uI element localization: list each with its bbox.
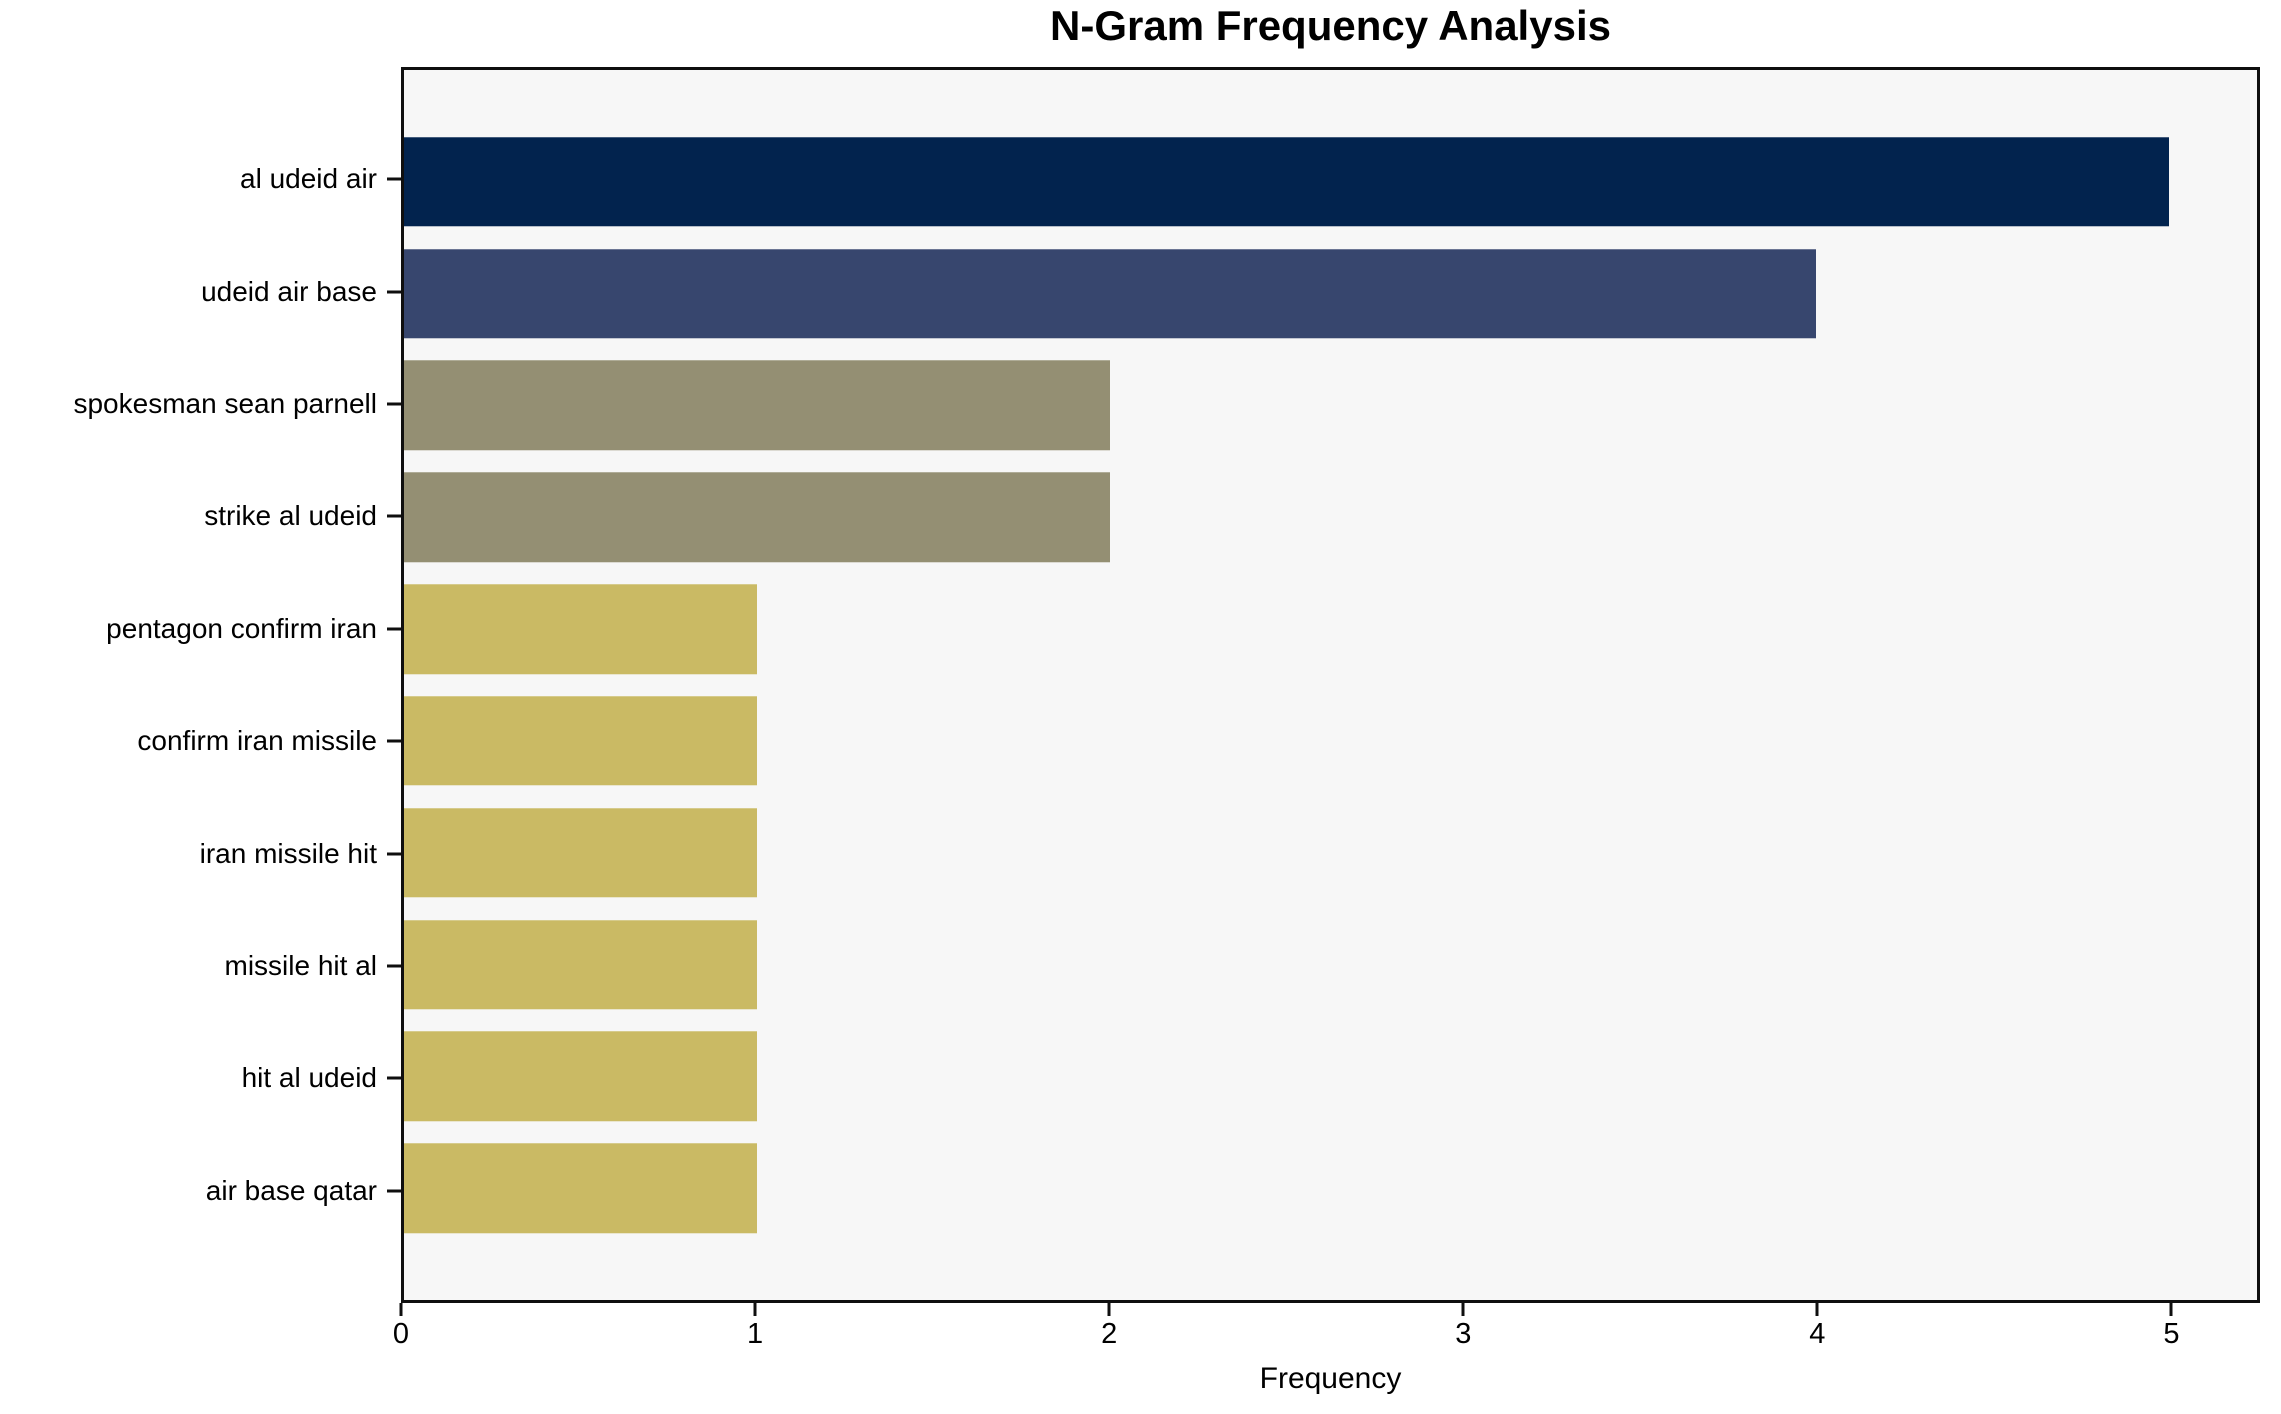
y-tick-label: hit al udeid — [241, 1062, 377, 1094]
y-tick-mark — [387, 627, 401, 631]
bar-strike-al-udeid — [404, 472, 1110, 562]
y-tick-mark — [387, 1189, 401, 1193]
chart-title: N-Gram Frequency Analysis — [1050, 2, 1611, 49]
x-tick-label: 2 — [1101, 1318, 1118, 1350]
bar-air-base-qatar — [404, 1143, 757, 1233]
x-tick-mark — [1461, 1303, 1465, 1316]
x-tick-label: 0 — [392, 1318, 410, 1350]
y-tick-label: pentagon confirm iran — [106, 612, 377, 644]
bar-udeid-air-base — [404, 248, 1816, 339]
x-tick-mark — [2169, 1303, 2173, 1316]
bar-pentagon-confirm-iran — [404, 584, 757, 674]
x-axis-ticks — [399, 1303, 2260, 1316]
x-tick-mark — [753, 1303, 757, 1316]
y-tick-label: iran missile hit — [199, 837, 377, 869]
bar-missile-hit-al — [404, 919, 757, 1010]
bar-spokesman-sean-parnell — [404, 360, 1110, 451]
x-tick-mark — [399, 1303, 403, 1316]
y-tick-mark — [387, 402, 401, 406]
bar-hit-al-udeid — [404, 1031, 757, 1122]
y-tick-label: strike al udeid — [204, 500, 377, 532]
x-axis-tick-labels: 0 1 2 3 4 5 — [393, 1318, 2260, 1352]
x-tick-label: 5 — [2163, 1318, 2180, 1350]
x-tick-label: 3 — [1455, 1318, 1472, 1350]
y-tick-label: al udeid air — [240, 163, 377, 195]
bar-al-udeid-air — [404, 137, 2169, 227]
y-tick-label: confirm iran missile — [137, 725, 377, 757]
y-tick-mark — [387, 177, 401, 181]
y-tick-mark — [387, 739, 401, 743]
y-tick-label: udeid air base — [201, 275, 377, 307]
y-tick-label: air base qatar — [205, 1174, 377, 1206]
y-axis-labels: al udeid air udeid air base spokesman sean… — [0, 67, 377, 1303]
bar-confirm-iran-missile — [404, 696, 757, 786]
x-tick-mark — [1107, 1303, 1111, 1316]
y-tick-label: spokesman sean parnell — [73, 388, 377, 420]
y-tick-mark — [387, 514, 401, 518]
y-tick-label: missile hit al — [224, 949, 377, 981]
y-tick-mark — [387, 964, 401, 968]
y-tick-mark — [387, 1076, 401, 1080]
x-tick-label: 1 — [747, 1318, 764, 1350]
x-tick-label: 4 — [1809, 1318, 1826, 1350]
y-tick-mark — [387, 290, 401, 294]
x-tick-mark — [1815, 1303, 1819, 1316]
y-tick-mark — [387, 852, 401, 856]
plot-area — [401, 67, 2260, 1303]
y-axis-ticks — [387, 67, 401, 1303]
x-axis-title: Frequency — [1259, 1362, 1402, 1395]
bar-iran-missile-hit — [404, 807, 757, 898]
